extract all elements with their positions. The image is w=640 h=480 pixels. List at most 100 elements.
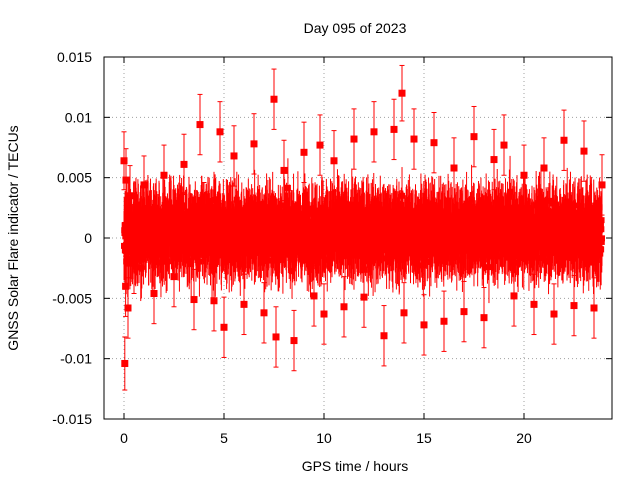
outlier-point bbox=[300, 148, 308, 156]
outlier-point bbox=[510, 292, 518, 300]
outlier-point bbox=[260, 309, 268, 317]
outlier-point bbox=[590, 304, 598, 312]
data-point bbox=[176, 255, 183, 262]
data-point bbox=[210, 196, 217, 203]
data-point bbox=[180, 204, 187, 211]
data-point bbox=[283, 249, 290, 256]
outlier-point bbox=[124, 304, 132, 312]
outlier-point bbox=[150, 290, 158, 298]
data-point bbox=[468, 196, 475, 203]
outlier-point bbox=[430, 139, 438, 147]
x-tick-label: 15 bbox=[416, 430, 432, 446]
data-point bbox=[480, 210, 487, 217]
outlier-point bbox=[210, 297, 218, 305]
data-point bbox=[395, 208, 402, 215]
outlier-point bbox=[450, 164, 458, 172]
data-point bbox=[233, 196, 240, 203]
data-point bbox=[533, 202, 540, 209]
data-point bbox=[431, 209, 438, 216]
data-point bbox=[599, 235, 605, 242]
y-tick-label: -0.01 bbox=[60, 351, 92, 367]
data-point bbox=[196, 247, 203, 254]
outlier-point bbox=[480, 314, 488, 322]
outlier-point bbox=[140, 181, 148, 189]
outlier-point bbox=[360, 293, 368, 301]
data-point bbox=[564, 198, 571, 205]
y-tick-label: 0.005 bbox=[57, 170, 92, 186]
outlier-point bbox=[270, 95, 278, 103]
data-point bbox=[567, 248, 574, 255]
outlier-point bbox=[330, 157, 338, 165]
data-point bbox=[405, 207, 412, 214]
outlier-point bbox=[180, 160, 188, 168]
data-point bbox=[284, 184, 291, 191]
outlier-point bbox=[540, 164, 548, 172]
chart-title: Day 095 of 2023 bbox=[304, 20, 407, 36]
outlier-point bbox=[216, 128, 224, 136]
data-point bbox=[383, 255, 390, 262]
outlier-point bbox=[122, 282, 130, 290]
outlier-point bbox=[410, 135, 418, 143]
outlier-point bbox=[340, 303, 348, 311]
outlier-point bbox=[240, 300, 248, 308]
outlier-point bbox=[440, 317, 448, 325]
y-tick-label: 0.01 bbox=[65, 109, 92, 125]
x-tick-label: 10 bbox=[316, 430, 332, 446]
axis-ticks: 0 5 10 15 20 -0.015 -0.01 -0.005 0 0.005 0.01 0.015 bbox=[52, 49, 612, 446]
outlier-point bbox=[196, 121, 204, 129]
data-point bbox=[132, 205, 139, 212]
outlier-point bbox=[290, 337, 298, 345]
outlier-point bbox=[130, 259, 138, 267]
outlier-point bbox=[350, 135, 358, 143]
outlier-point bbox=[550, 310, 558, 318]
outlier-point bbox=[398, 89, 406, 97]
data-point bbox=[369, 248, 376, 255]
data-point bbox=[421, 256, 428, 263]
data-point bbox=[399, 192, 406, 199]
outlier-point bbox=[530, 300, 538, 308]
outlier-point bbox=[470, 133, 478, 141]
x-tick-label: 0 bbox=[120, 430, 128, 446]
outlier-point bbox=[316, 141, 324, 149]
outlier-point bbox=[190, 296, 198, 304]
outlier-point bbox=[580, 147, 588, 155]
y-tick-label: -0.005 bbox=[52, 290, 92, 306]
outlier-point bbox=[200, 209, 208, 217]
data-point bbox=[312, 211, 319, 218]
y-tick-label: -0.015 bbox=[52, 411, 92, 427]
data-point bbox=[506, 193, 513, 200]
data-point bbox=[389, 253, 396, 260]
outlier-point bbox=[272, 333, 280, 341]
outlier-point bbox=[122, 176, 130, 184]
x-axis-label: GPS time / hours bbox=[302, 458, 409, 474]
data-point bbox=[348, 201, 355, 208]
outlier-point bbox=[370, 128, 378, 136]
outlier-point bbox=[310, 292, 318, 300]
outlier-point bbox=[126, 192, 134, 200]
outlier-point bbox=[160, 171, 168, 179]
data-point bbox=[545, 258, 552, 265]
outlier-point bbox=[490, 156, 498, 164]
y-tick-label: 0 bbox=[84, 230, 92, 246]
y-tick-label: 0.015 bbox=[57, 49, 92, 65]
x-tick-label: 20 bbox=[516, 430, 532, 446]
outlier-point bbox=[420, 321, 428, 329]
outlier-point bbox=[598, 181, 606, 189]
outlier-point bbox=[380, 332, 388, 340]
outlier-point bbox=[460, 308, 468, 316]
data-point bbox=[440, 210, 447, 217]
outlier-point bbox=[520, 171, 528, 179]
outlier-point bbox=[280, 166, 288, 174]
outlier-point bbox=[500, 141, 508, 149]
data-point bbox=[514, 204, 521, 211]
y-axis-label: GNSS Solar Flare indicator / TECUs bbox=[5, 125, 21, 350]
outlier-point bbox=[320, 310, 328, 318]
outlier-point bbox=[390, 125, 398, 133]
data-point bbox=[459, 256, 466, 263]
outlier-point bbox=[400, 309, 408, 317]
outlier-point bbox=[120, 157, 128, 165]
outlier-point bbox=[220, 323, 228, 331]
outlier-point bbox=[230, 152, 238, 160]
outlier-point bbox=[170, 273, 178, 281]
